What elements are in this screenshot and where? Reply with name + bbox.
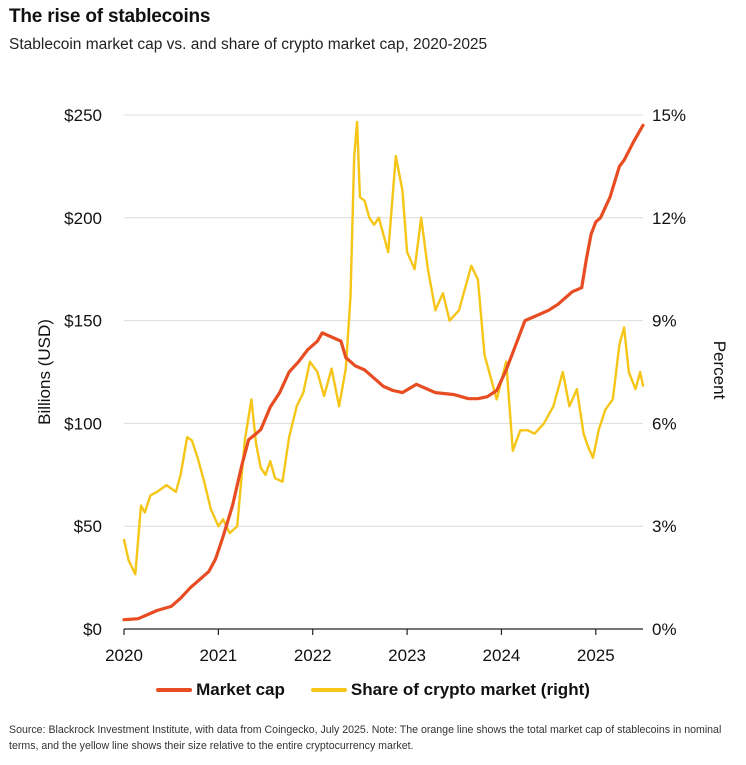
x-tick-label: 2021 xyxy=(199,646,237,665)
series-line-market-cap xyxy=(122,123,645,622)
legend-item-share: Share of crypto market (right) xyxy=(310,680,590,700)
y2-tick-label: 3% xyxy=(652,517,677,536)
legend-label-share: Share of crypto market (right) xyxy=(350,680,590,699)
y2-tick-label: 6% xyxy=(652,414,677,433)
y2-axis-label: Percent xyxy=(710,341,729,400)
y2-tick-label: 0% xyxy=(652,620,677,639)
legend-label-market-cap: Market cap xyxy=(196,680,285,699)
y2-tick-label: 12% xyxy=(652,209,686,228)
y2-tick-label: 15% xyxy=(652,106,686,125)
legend-swatch-share xyxy=(310,688,347,692)
y-tick-label: $100 xyxy=(64,414,102,433)
y-axis-label: Billions (USD) xyxy=(35,319,54,425)
x-tick-label: 2022 xyxy=(294,646,332,665)
source-note: Source: Blackrock Investment Institute, … xyxy=(9,724,722,752)
y2-tick-label: 9% xyxy=(652,312,677,331)
y-tick-label: $0 xyxy=(83,620,102,639)
series-line-share xyxy=(122,120,645,576)
chart-title: The rise of stablecoins xyxy=(9,6,211,27)
chart-legend: Market cap Share of crypto market (right… xyxy=(0,680,746,700)
y-tick-label: $50 xyxy=(74,517,102,536)
chart-canvas: $0 0% $50 3% $100 6% $150 9% $200 12% $250 15% 2020 2… xyxy=(35,106,729,665)
legend-swatch-market-cap xyxy=(156,688,193,692)
x-tick-label: 2025 xyxy=(577,646,615,665)
y-tick-label: $150 xyxy=(64,312,102,331)
x-tick-label: 2024 xyxy=(483,646,521,665)
x-tick-label: 2023 xyxy=(388,646,426,665)
legend-item-market-cap: Market cap xyxy=(156,680,285,700)
y-tick-label: $200 xyxy=(64,209,102,228)
y-tick-label: $250 xyxy=(64,106,102,125)
chart-subtitle: Stablecoin market cap vs. and share of c… xyxy=(9,36,488,53)
x-tick-label: 2020 xyxy=(105,646,143,665)
